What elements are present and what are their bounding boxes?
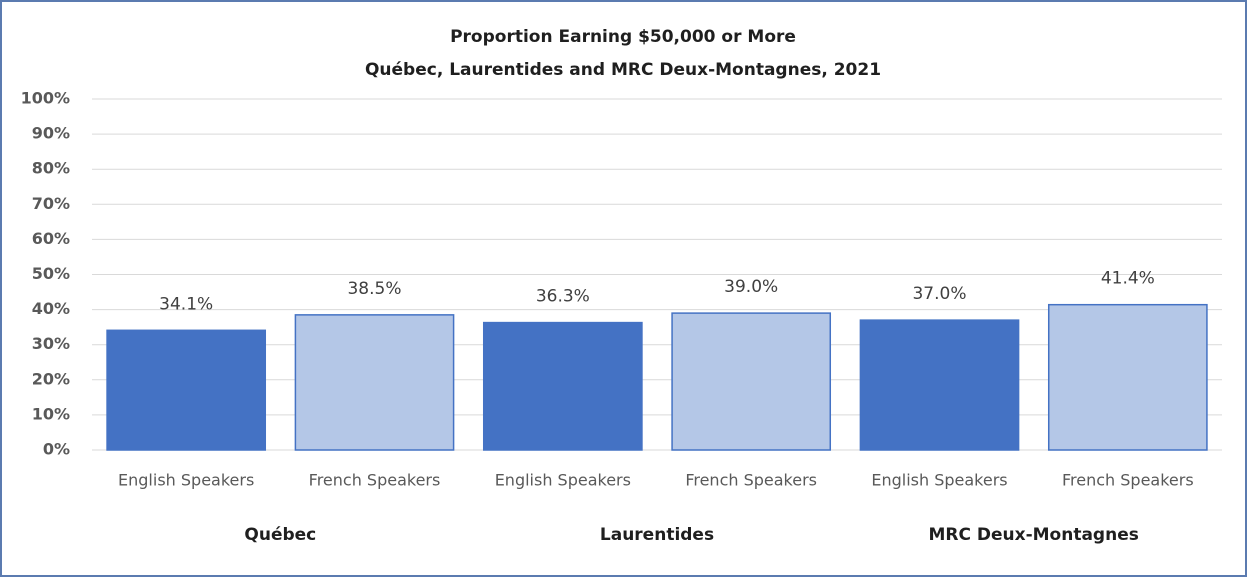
value-label: 34.1% bbox=[159, 294, 213, 314]
x-tick-label: French Speakers bbox=[685, 471, 817, 490]
chart-title: Proportion Earning $50,000 or More bbox=[450, 27, 796, 47]
bar bbox=[1047, 303, 1208, 451]
group-label: Québec bbox=[244, 525, 316, 545]
value-label: 41.4% bbox=[1101, 269, 1155, 289]
value-label: 37.0% bbox=[912, 284, 966, 304]
y-tick-label: 40% bbox=[32, 299, 70, 318]
value-label: 39.0% bbox=[724, 277, 778, 297]
bar bbox=[671, 312, 832, 451]
x-tick-label: English Speakers bbox=[495, 471, 631, 490]
y-tick-label: 100% bbox=[21, 89, 70, 108]
y-tick-label: 50% bbox=[32, 264, 70, 283]
value-label: 38.5% bbox=[347, 279, 401, 299]
bar bbox=[106, 329, 267, 451]
x-tick-label: English Speakers bbox=[871, 471, 1007, 490]
x-tick-label: English Speakers bbox=[118, 471, 254, 490]
y-tick-label: 20% bbox=[32, 369, 70, 388]
y-tick-label: 10% bbox=[32, 404, 70, 423]
y-tick-label: 60% bbox=[32, 229, 70, 248]
bar bbox=[859, 319, 1020, 451]
group-label: MRC Deux-Montagnes bbox=[928, 525, 1138, 545]
y-tick-label: 30% bbox=[32, 334, 70, 353]
value-label: 36.3% bbox=[536, 287, 590, 307]
x-tick-label: French Speakers bbox=[309, 471, 441, 490]
y-tick-label: 70% bbox=[32, 194, 70, 213]
group-label: Laurentides bbox=[600, 525, 714, 545]
y-tick-label: 0% bbox=[43, 440, 70, 459]
bar bbox=[294, 314, 455, 451]
y-tick-label: 80% bbox=[32, 159, 70, 178]
x-tick-label: French Speakers bbox=[1062, 471, 1194, 490]
chart-subtitle: Québec, Laurentides and MRC Deux-Montagn… bbox=[365, 60, 881, 80]
y-tick-label: 90% bbox=[32, 124, 70, 143]
bar bbox=[482, 321, 643, 451]
